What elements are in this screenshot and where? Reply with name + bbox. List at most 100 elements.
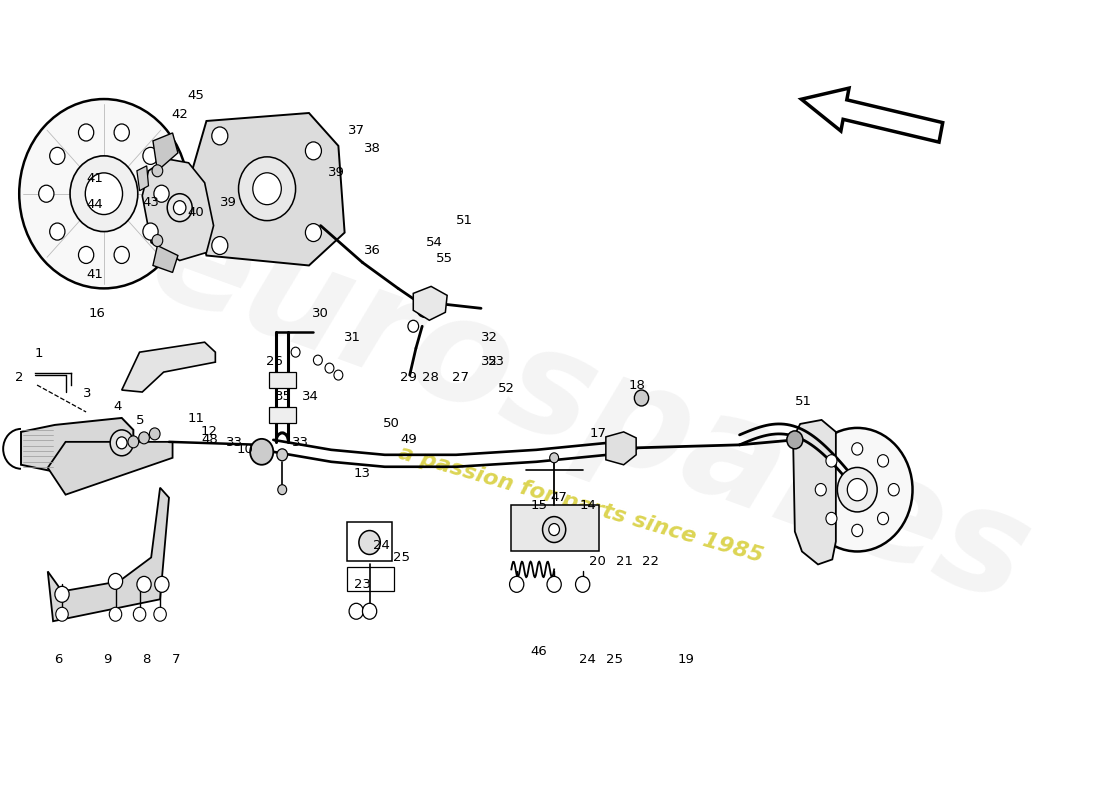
Polygon shape <box>348 522 392 562</box>
Text: 27: 27 <box>452 371 469 384</box>
Circle shape <box>155 576 169 592</box>
Text: 32: 32 <box>482 355 498 368</box>
Text: 12: 12 <box>201 426 218 438</box>
Text: 43: 43 <box>142 196 158 209</box>
Circle shape <box>152 165 163 177</box>
Circle shape <box>19 99 188 288</box>
Circle shape <box>851 524 862 537</box>
Circle shape <box>277 449 287 461</box>
Text: 15: 15 <box>530 498 548 512</box>
Circle shape <box>314 355 322 365</box>
Circle shape <box>78 124 94 141</box>
Text: 31: 31 <box>344 331 361 344</box>
Text: 28: 28 <box>422 371 439 384</box>
Text: 9: 9 <box>103 653 111 666</box>
Text: 29: 29 <box>400 371 417 384</box>
Text: a passion for parts since 1985: a passion for parts since 1985 <box>396 443 766 566</box>
Text: 51: 51 <box>455 214 473 227</box>
Polygon shape <box>136 166 149 190</box>
Circle shape <box>575 576 590 592</box>
Text: 44: 44 <box>86 198 103 211</box>
Circle shape <box>878 454 889 467</box>
Circle shape <box>50 223 65 240</box>
Polygon shape <box>801 88 943 142</box>
Circle shape <box>363 603 376 619</box>
Text: 53: 53 <box>488 355 505 368</box>
Text: 8: 8 <box>142 653 151 666</box>
Circle shape <box>50 147 65 164</box>
Text: 39: 39 <box>220 196 238 209</box>
Polygon shape <box>606 432 636 465</box>
Text: 1: 1 <box>34 347 43 360</box>
Polygon shape <box>47 488 169 622</box>
Circle shape <box>143 147 158 164</box>
Circle shape <box>359 530 381 554</box>
Text: 34: 34 <box>301 390 319 402</box>
Text: 42: 42 <box>172 108 188 121</box>
Circle shape <box>334 370 343 380</box>
Circle shape <box>150 428 161 440</box>
Text: 41: 41 <box>86 267 103 281</box>
Text: 46: 46 <box>530 645 547 658</box>
Circle shape <box>39 185 54 202</box>
Text: 2: 2 <box>14 371 23 384</box>
Circle shape <box>306 224 321 242</box>
Circle shape <box>70 156 138 231</box>
Text: 17: 17 <box>590 427 606 440</box>
Text: 25: 25 <box>606 653 623 666</box>
Text: 3: 3 <box>84 387 92 400</box>
Polygon shape <box>122 342 216 392</box>
Text: 52: 52 <box>498 382 515 394</box>
Circle shape <box>212 237 228 254</box>
Text: 5: 5 <box>136 414 145 427</box>
Text: 4: 4 <box>113 400 121 413</box>
Polygon shape <box>188 113 344 266</box>
Circle shape <box>109 574 122 590</box>
Circle shape <box>826 512 837 525</box>
Circle shape <box>509 576 524 592</box>
Text: 16: 16 <box>89 307 106 320</box>
Text: 54: 54 <box>427 236 443 249</box>
Text: 19: 19 <box>678 653 694 666</box>
Circle shape <box>117 437 128 449</box>
Circle shape <box>878 512 889 525</box>
Circle shape <box>847 478 867 501</box>
Circle shape <box>143 223 158 240</box>
Text: 37: 37 <box>348 124 365 137</box>
Text: 21: 21 <box>616 554 632 567</box>
Circle shape <box>136 576 151 592</box>
Circle shape <box>110 430 133 456</box>
Circle shape <box>139 432 150 444</box>
Polygon shape <box>793 420 836 565</box>
Circle shape <box>212 127 228 145</box>
Circle shape <box>306 142 321 160</box>
Circle shape <box>55 586 69 602</box>
Text: 11: 11 <box>187 412 205 425</box>
Circle shape <box>851 442 862 455</box>
Circle shape <box>78 246 94 263</box>
Text: 24: 24 <box>374 538 390 551</box>
Circle shape <box>324 363 334 373</box>
Circle shape <box>152 234 163 246</box>
Circle shape <box>815 483 826 496</box>
Polygon shape <box>153 133 178 170</box>
Circle shape <box>547 576 561 592</box>
Text: 48: 48 <box>201 434 218 446</box>
Circle shape <box>174 201 186 214</box>
Circle shape <box>802 428 913 551</box>
Text: 20: 20 <box>590 554 606 567</box>
Text: 22: 22 <box>642 554 659 567</box>
Text: 32: 32 <box>482 331 498 344</box>
Circle shape <box>292 347 300 357</box>
Text: 33: 33 <box>227 436 243 449</box>
Text: 50: 50 <box>383 418 400 430</box>
Circle shape <box>826 454 837 467</box>
Circle shape <box>86 173 122 214</box>
Circle shape <box>253 173 282 205</box>
Circle shape <box>154 607 166 622</box>
Text: 7: 7 <box>172 653 180 666</box>
Text: 40: 40 <box>187 206 204 219</box>
Circle shape <box>542 517 565 542</box>
Circle shape <box>133 607 146 622</box>
Circle shape <box>56 607 68 622</box>
